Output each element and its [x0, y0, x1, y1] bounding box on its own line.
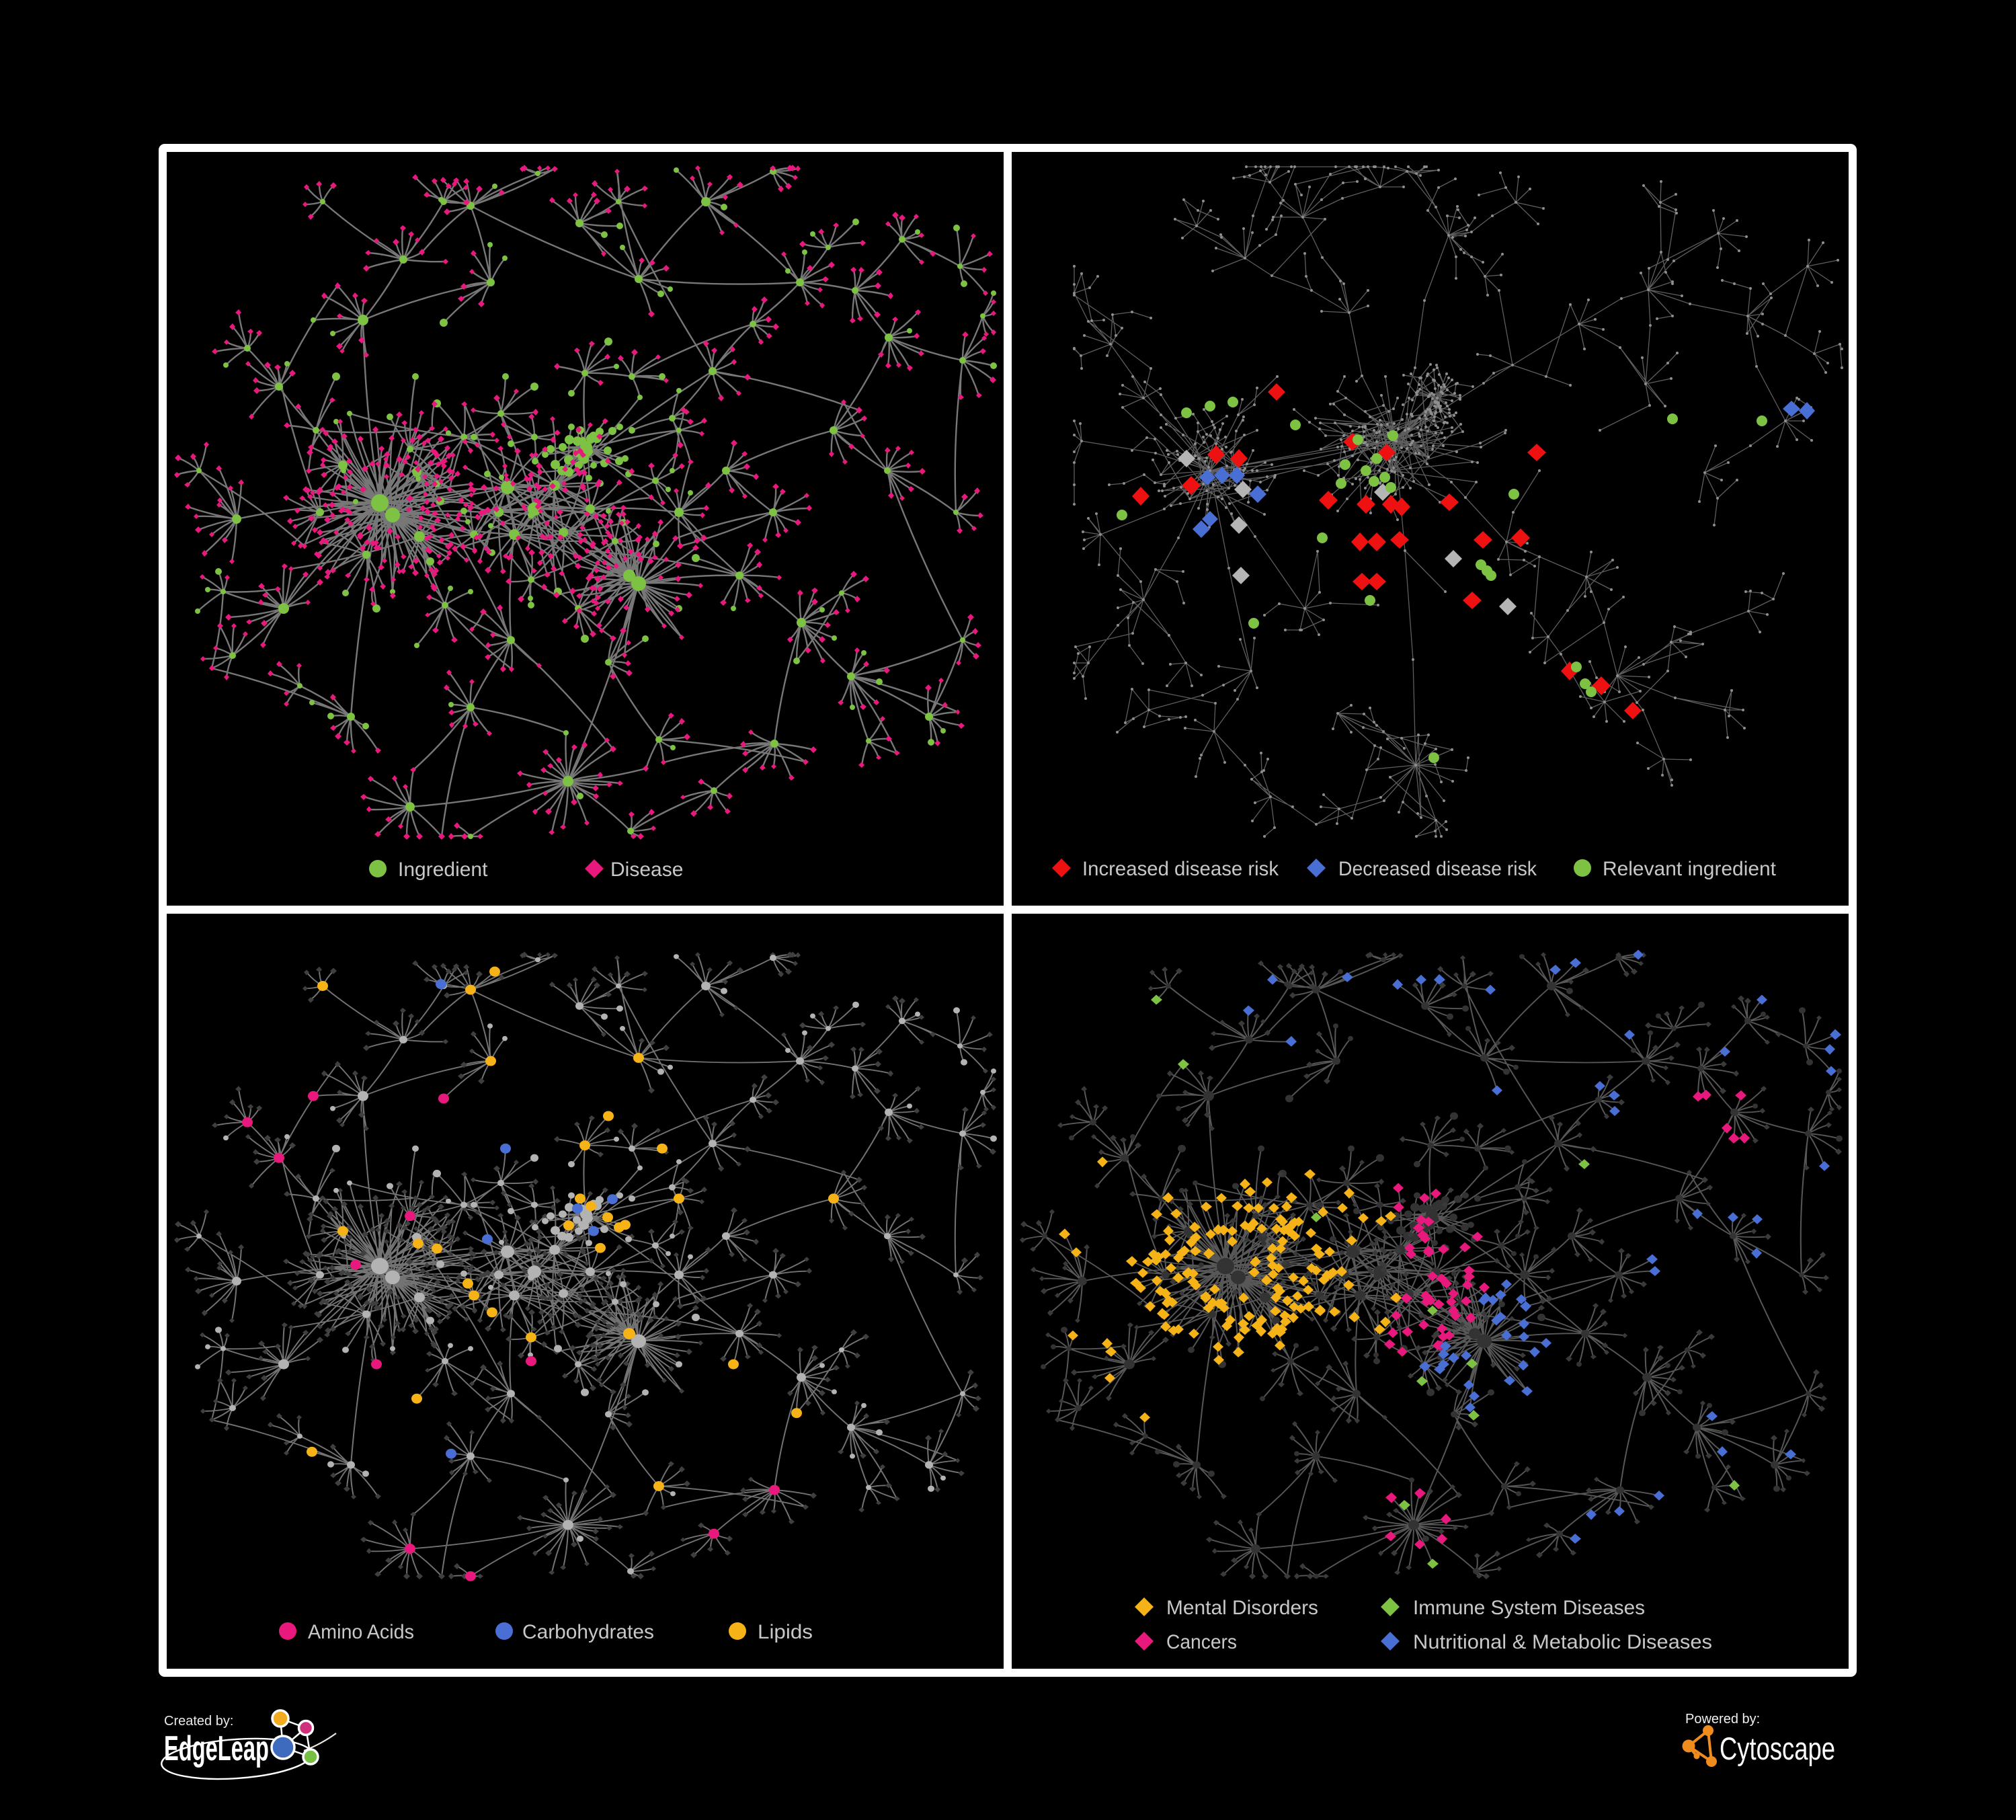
svg-text:Increased disease risk: Increased disease risk — [1082, 858, 1279, 880]
svg-text:Lipids: Lipids — [758, 1621, 813, 1643]
svg-text:Ingredient: Ingredient — [398, 859, 488, 881]
svg-text:Relevant ingredient: Relevant ingredient — [1603, 858, 1777, 880]
svg-text:Mental Disorders: Mental Disorders — [1166, 1597, 1318, 1619]
svg-text:Decreased disease risk: Decreased disease risk — [1338, 858, 1537, 880]
svg-text:Amino Acids: Amino Acids — [308, 1621, 414, 1643]
svg-text:Cytoscape: Cytoscape — [1720, 1731, 1835, 1766]
svg-text:Created by:: Created by: — [164, 1714, 233, 1729]
svg-text:Powered by:: Powered by: — [1685, 1712, 1760, 1727]
svg-text:Carbohydrates: Carbohydrates — [522, 1621, 654, 1643]
svg-text:Immune System Diseases: Immune System Diseases — [1413, 1597, 1645, 1619]
svg-text:Cancers: Cancers — [1166, 1631, 1237, 1653]
svg-text:EdgeLeap: EdgeLeap — [164, 1729, 269, 1768]
svg-text:Disease: Disease — [610, 859, 683, 881]
svg-text:Nutritional & Metabolic Diseas: Nutritional & Metabolic Diseases — [1413, 1631, 1712, 1653]
